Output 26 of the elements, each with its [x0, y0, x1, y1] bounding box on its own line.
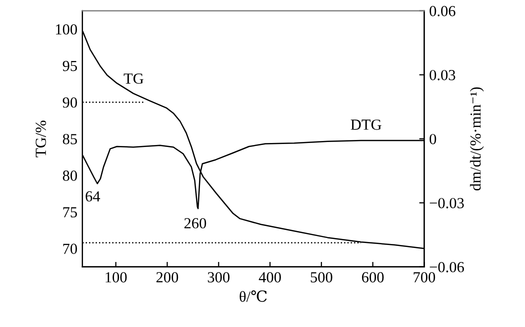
y2-axis-title: dm/dt/(%·min⁻¹): [470, 87, 484, 190]
y2-tick-label: −0.03: [430, 198, 464, 208]
y-tick-label: 90: [62, 97, 77, 108]
y-tick-label: 75: [63, 207, 77, 218]
x-tick-label: 200: [156, 272, 178, 282]
annotation: DTG: [350, 120, 382, 130]
y2-tick-label: −0.06: [430, 262, 464, 272]
y-axis-title: TG/%: [36, 120, 46, 158]
y2-tick-label: 0.03: [430, 70, 456, 80]
y-tick-label: 85: [62, 134, 77, 144]
y-tick-label: 95: [62, 60, 77, 72]
x-tick-label: 500: [310, 272, 332, 282]
x-tick-label: 700: [414, 272, 436, 282]
annotation: 260: [184, 218, 206, 228]
x-axis-title: θ/℃: [240, 290, 267, 302]
y2-tick-label: 0: [430, 134, 436, 144]
x-tick-label: 100: [106, 272, 127, 282]
y-tick-label: 70: [63, 244, 77, 254]
y-tick-label: 100: [56, 24, 77, 35]
x-tick-label: 600: [362, 272, 384, 282]
x-tick-label: 300: [208, 272, 230, 282]
annotation: TG: [124, 73, 144, 84]
y-tick-label: 80: [62, 170, 77, 181]
x-tick-label: 400: [258, 272, 281, 282]
y2-tick-label: 0.06: [430, 6, 456, 16]
annotation: 64: [86, 191, 100, 202]
